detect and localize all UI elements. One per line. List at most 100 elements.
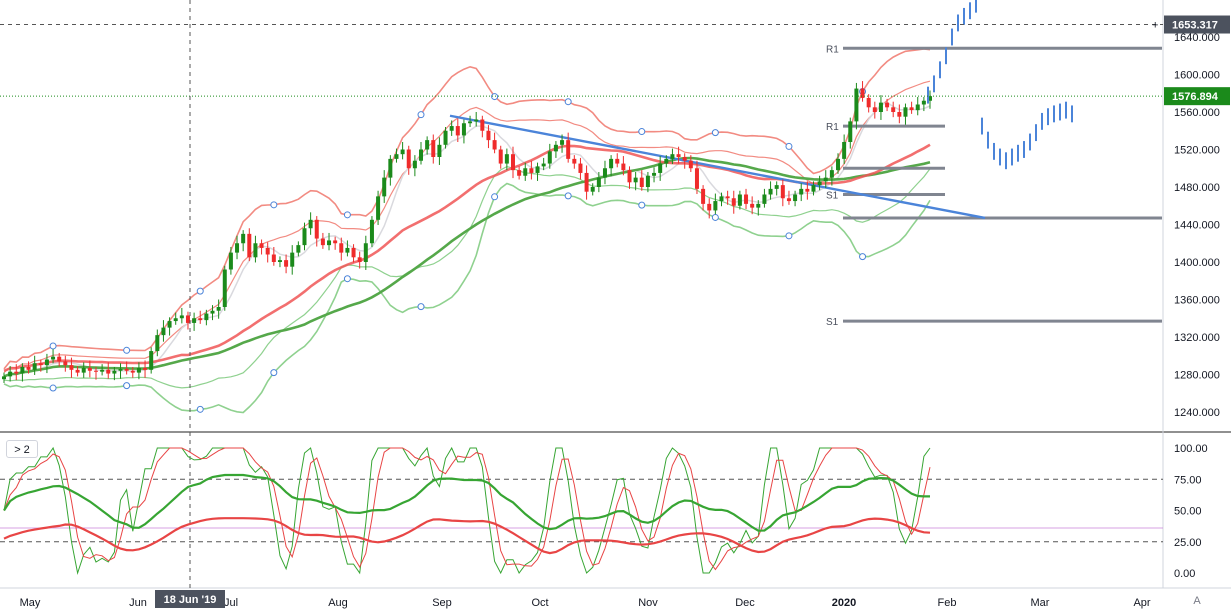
candle-body bbox=[878, 102, 883, 112]
candle-body bbox=[57, 356, 62, 362]
candle-body bbox=[572, 158, 577, 164]
candle-body bbox=[136, 367, 141, 373]
osc-slow-green-line bbox=[3, 473, 930, 532]
candle-body bbox=[780, 185, 785, 199]
price-axis-tick-label: 1600.000 bbox=[1174, 70, 1220, 82]
time-axis-tick-label: 2020 bbox=[832, 597, 856, 609]
candle-body bbox=[928, 96, 932, 101]
candle-body bbox=[437, 144, 442, 157]
candle-body bbox=[124, 368, 129, 371]
candle-body bbox=[694, 168, 699, 189]
candle-body bbox=[523, 168, 528, 176]
candle-body bbox=[277, 260, 282, 262]
band-marker bbox=[196, 405, 204, 413]
band-marker bbox=[711, 213, 719, 221]
osc-slow-red-line bbox=[3, 517, 931, 555]
candle-body bbox=[351, 247, 356, 258]
candle-body bbox=[756, 203, 761, 208]
osc-signal-line bbox=[3, 447, 931, 571]
candle-body bbox=[676, 154, 681, 157]
candle-body bbox=[302, 228, 307, 246]
candle-body bbox=[149, 351, 154, 370]
last-price-tag bbox=[1164, 87, 1230, 106]
candle-body bbox=[112, 370, 117, 374]
candle-body bbox=[547, 151, 552, 164]
candle-body bbox=[296, 245, 301, 253]
candle-body bbox=[75, 369, 80, 373]
candle-body bbox=[707, 203, 712, 211]
candle-body bbox=[179, 315, 184, 319]
price-axis-tick-label: 1480.000 bbox=[1174, 182, 1220, 194]
candle-body bbox=[596, 177, 601, 187]
candle-body bbox=[443, 130, 448, 145]
candle-body bbox=[682, 157, 687, 161]
candle-body bbox=[480, 119, 485, 131]
auto-scale-button[interactable]: A bbox=[1193, 595, 1201, 607]
candle-body bbox=[510, 154, 515, 171]
candle-body bbox=[265, 247, 270, 255]
candle-body bbox=[20, 367, 25, 374]
candle-body bbox=[872, 107, 877, 112]
candle-body bbox=[866, 97, 871, 108]
candle-body bbox=[8, 371, 13, 377]
candle-body bbox=[584, 172, 589, 192]
time-axis-tick-label: Apr bbox=[1133, 597, 1150, 609]
time-axis-tick-label: Sep bbox=[432, 597, 452, 609]
candle-body bbox=[560, 140, 565, 145]
candle-body bbox=[786, 198, 791, 202]
crosshair-price-tag bbox=[1164, 15, 1230, 34]
candle-body bbox=[216, 307, 221, 311]
candle-body bbox=[308, 219, 313, 229]
candle-body bbox=[431, 140, 436, 157]
pane-collapse-toggle[interactable]: > 2 bbox=[6, 440, 38, 458]
osc-axis-tick-label: 50.00 bbox=[1174, 506, 1202, 518]
candle-body bbox=[652, 172, 657, 176]
candle-body bbox=[2, 376, 6, 380]
candle-body bbox=[382, 177, 387, 197]
candle-body bbox=[314, 219, 319, 239]
band-marker bbox=[491, 193, 499, 201]
price-axis-tick-label: 1240.000 bbox=[1174, 407, 1220, 419]
candle-body bbox=[222, 269, 227, 307]
candle-body bbox=[210, 310, 215, 314]
candle-body bbox=[836, 158, 841, 171]
candle-body bbox=[854, 88, 859, 122]
candle-body bbox=[284, 260, 289, 267]
candle-body bbox=[228, 252, 233, 270]
candle-body bbox=[486, 130, 491, 141]
candle-body bbox=[541, 163, 546, 167]
candle-body bbox=[333, 240, 338, 244]
osc-axis-tick-label: 25.00 bbox=[1174, 537, 1202, 549]
osc-axis-tick-label: 100.00 bbox=[1174, 443, 1208, 455]
candle-body bbox=[235, 243, 240, 253]
candle-body bbox=[639, 177, 644, 187]
band-marker bbox=[123, 346, 131, 354]
candle-body bbox=[400, 149, 405, 155]
candle-body bbox=[173, 318, 178, 322]
candle-body bbox=[38, 363, 43, 366]
candle-body bbox=[461, 123, 466, 136]
osc-axis-tick-label: 0.00 bbox=[1174, 568, 1195, 580]
time-axis-tick-label: Mar bbox=[1031, 597, 1050, 609]
osc-axis-tick-label: 75.00 bbox=[1174, 474, 1202, 486]
candle-body bbox=[578, 163, 583, 173]
band-marker bbox=[270, 369, 278, 377]
candle-body bbox=[290, 252, 295, 267]
candle-body bbox=[688, 160, 693, 169]
pivot-level-label: R1 bbox=[826, 44, 839, 55]
band-marker bbox=[123, 382, 131, 390]
candle-body bbox=[842, 142, 847, 159]
candle-body bbox=[529, 168, 534, 173]
candle-body bbox=[823, 177, 828, 182]
candle-body bbox=[327, 240, 332, 246]
candle-body bbox=[517, 170, 522, 176]
candle-body bbox=[155, 335, 160, 352]
candle-body bbox=[633, 177, 638, 183]
candle-body bbox=[737, 194, 742, 206]
candle-body bbox=[627, 170, 632, 183]
candle-body bbox=[504, 154, 509, 164]
candle-body bbox=[412, 160, 417, 169]
candle-body bbox=[271, 254, 276, 262]
candle-body bbox=[14, 371, 19, 374]
